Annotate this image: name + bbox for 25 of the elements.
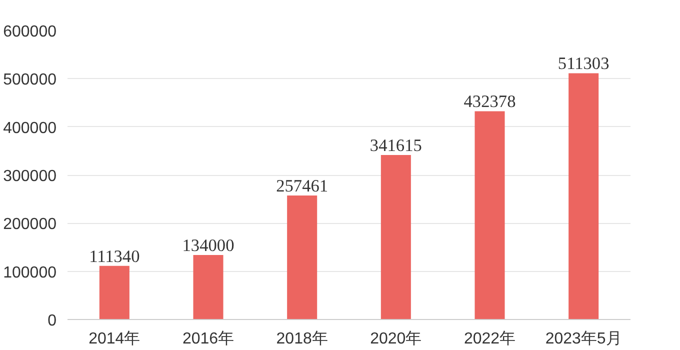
y-tick-label: 300000	[3, 168, 57, 185]
y-tick-label: 100000	[3, 264, 57, 282]
data-label: 341615	[370, 136, 422, 155]
x-tick-label: 2020年	[370, 330, 422, 348]
y-tick-label: 500000	[3, 72, 57, 89]
data-label: 432378	[464, 92, 516, 112]
bar	[568, 73, 599, 320]
data-label: 257461	[276, 176, 328, 196]
data-label: 511303	[558, 54, 610, 74]
bar	[99, 266, 130, 320]
y-tick-label: 600000	[3, 24, 57, 40]
x-tick-label: 2016年	[182, 330, 234, 348]
bar	[474, 111, 505, 320]
data-label: 111340	[89, 246, 140, 266]
y-tick-label: 400000	[3, 120, 57, 137]
data-label: 134000	[182, 236, 234, 255]
bar	[287, 195, 318, 320]
y-tick-label: 200000	[3, 216, 57, 234]
x-tick-label: 2018年	[276, 330, 328, 348]
bar	[193, 254, 224, 320]
y-tick-label: 0	[48, 312, 57, 330]
bar	[380, 154, 411, 320]
x-tick-label: 2023年5月	[545, 330, 622, 348]
x-tick-label: 2022年	[464, 330, 516, 348]
x-tick-label: 2014年	[88, 330, 140, 348]
